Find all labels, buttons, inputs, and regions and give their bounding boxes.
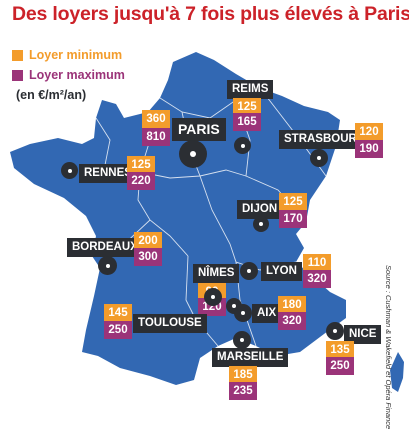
mainland-france-shape [10, 52, 346, 385]
dijon-max: 170 [279, 210, 307, 228]
dijon-min: 125 [279, 193, 307, 211]
toulouse-max: 250 [104, 321, 132, 339]
map-title: Des loyers jusqu'à 7 fois plus élevés à … [12, 3, 409, 25]
marseille-max: 235 [229, 382, 257, 400]
bordeaux-min: 200 [134, 232, 162, 250]
bordeaux-marker [98, 256, 117, 275]
paris-label: PARIS [172, 118, 226, 141]
strasbourg-max: 190 [355, 140, 383, 158]
rennes-marker [61, 162, 78, 179]
aix-min: 180 [278, 296, 306, 314]
nice-marker [326, 322, 344, 340]
aix-max: 320 [278, 312, 306, 330]
marseille-min: 185 [229, 366, 257, 384]
strasbourg-label: STRASBOURG [279, 130, 371, 149]
marseille-marker [233, 331, 251, 349]
toulouse-marker [204, 288, 222, 306]
legend-unit-row: (en €/m²/an) [12, 85, 125, 105]
reims-marker [234, 137, 251, 154]
nice-label: NICE [344, 325, 382, 344]
legend-min-label: Loyer minimum [29, 48, 123, 62]
legend-max-row: Loyer maximum [12, 65, 125, 85]
legend-min-swatch [12, 49, 23, 61]
aix-marker [234, 304, 252, 322]
lyon-marker [240, 262, 258, 280]
dijon-marker [253, 216, 269, 232]
lyon-label: LYON [261, 262, 302, 281]
toulouse-label: TOULOUSE [133, 314, 207, 333]
rennes-min: 125 [127, 156, 155, 174]
strasbourg-min: 120 [355, 123, 383, 141]
paris-min: 360 [142, 110, 170, 128]
nice-max: 250 [326, 357, 354, 375]
rennes-max: 220 [127, 172, 155, 190]
strasbourg-marker [310, 149, 328, 167]
lyon-min: 110 [303, 254, 331, 272]
bordeaux-max: 300 [134, 248, 162, 266]
bordeaux-label: BORDEAUX [67, 238, 143, 257]
rennes-label: RENNES [79, 164, 137, 183]
nimes-label: NÎMES [193, 264, 240, 283]
reims-label: REIMS [227, 80, 274, 99]
legend-max-swatch [12, 69, 23, 81]
paris-max: 810 [142, 128, 170, 146]
legend-max-label: Loyer maximum [29, 68, 125, 82]
corsica-shape [390, 352, 404, 392]
source-note: Source : Cushman & Wakefield et Opéra Fi… [384, 265, 393, 429]
reims-max: 165 [233, 113, 261, 131]
lyon-max: 320 [303, 270, 331, 288]
dijon-label: DIJON [237, 200, 283, 219]
reims-min: 125 [233, 98, 261, 116]
legend-min-row: Loyer minimum [12, 45, 125, 65]
legend-unit: (en €/m²/an) [16, 88, 87, 102]
paris-marker [179, 140, 207, 168]
legend: Loyer minimum Loyer maximum (en €/m²/an) [12, 45, 125, 105]
nice-min: 135 [326, 341, 354, 359]
toulouse-min: 145 [104, 304, 132, 322]
aix-label: AIX [252, 304, 282, 323]
marseille-label: MARSEILLE [212, 348, 289, 367]
